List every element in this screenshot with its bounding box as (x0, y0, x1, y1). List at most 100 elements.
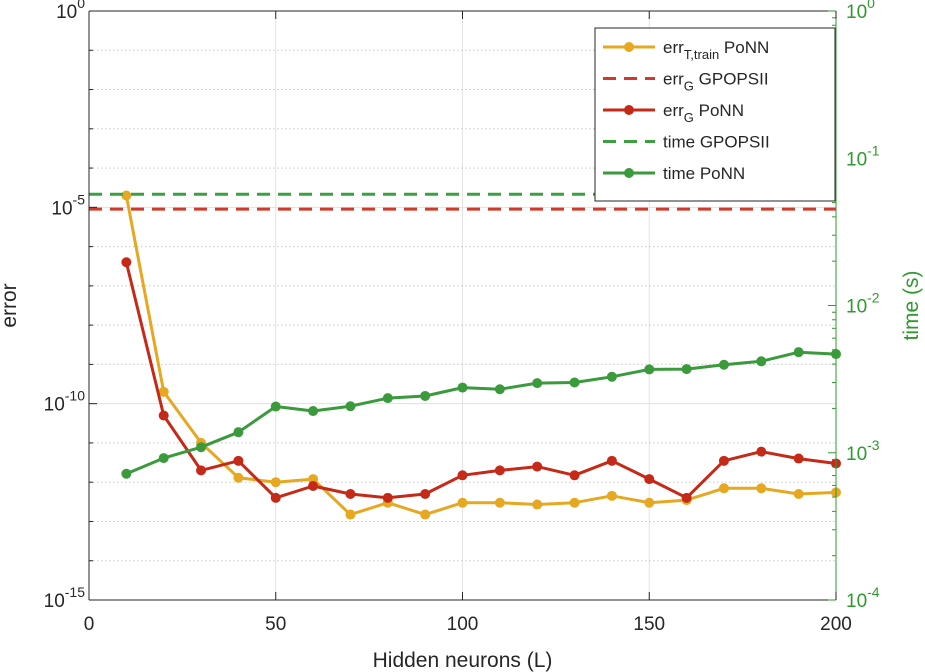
series-point-0 (569, 497, 580, 508)
series-point-2 (494, 465, 505, 476)
legend-label-main: err (663, 70, 684, 89)
legend-swatch-marker (624, 42, 634, 52)
series-point-4 (756, 356, 767, 367)
legend-label-rest: PoNN (719, 38, 769, 57)
right-tick-exponent: -3 (867, 437, 880, 453)
left-tick-exponent: 0 (77, 0, 85, 11)
series-point-2 (196, 465, 207, 476)
series-point-0 (718, 483, 729, 494)
series-point-4 (308, 406, 319, 417)
legend-label-main: time GPOPSII (663, 133, 770, 152)
legend-swatch-marker (624, 168, 634, 178)
series-point-4 (270, 401, 281, 412)
series-line-4 (125, 350, 837, 476)
series-point-4 (718, 359, 729, 370)
series-point-2 (718, 455, 729, 466)
left-axis-label: error (0, 283, 21, 327)
series-point-2 (756, 446, 767, 457)
series-line-0 (124, 195, 837, 517)
series-point-2 (532, 461, 543, 472)
series-point-4 (121, 468, 132, 479)
right-tick-exponent: -4 (867, 584, 880, 600)
series-point-4 (793, 347, 804, 358)
series-line-2 (124, 261, 837, 500)
series-point-2 (233, 455, 244, 466)
series-point-2 (644, 474, 655, 485)
left-tick-exponent: -10 (65, 388, 85, 404)
series-point-0 (158, 386, 169, 397)
legend-label: time PoNN (663, 164, 745, 183)
right-axis-label: time (s) (900, 271, 923, 341)
series-point-0 (606, 490, 617, 501)
legend-swatch-marker (624, 105, 634, 115)
legend-label-subscript: G (684, 79, 694, 94)
series-point-2 (606, 455, 617, 466)
series-point-2 (569, 470, 580, 481)
right-tick-label: 10-2 (846, 290, 880, 318)
left-tick-label: 10-5 (51, 191, 85, 219)
legend-label-subscript: T,train (684, 47, 719, 62)
series-point-4 (457, 382, 468, 393)
series-point-2 (382, 492, 393, 503)
legend-label-subscript: G (684, 110, 694, 125)
right-tick-label: 10-1 (846, 142, 880, 170)
left-tick-label: 100 (56, 0, 85, 23)
legend-label-main: err (663, 101, 684, 120)
series-point-4 (420, 390, 431, 401)
series-point-4 (158, 453, 169, 464)
series-group (89, 190, 841, 520)
series-point-4 (382, 393, 393, 404)
series-point-2 (681, 492, 692, 503)
series-point-0 (494, 497, 505, 508)
series-point-4 (196, 442, 207, 453)
series-point-0 (532, 499, 543, 510)
left-tick-label: 10-15 (44, 584, 86, 612)
series-point-4 (644, 364, 655, 375)
series-point-0 (233, 472, 244, 483)
series-point-0 (793, 489, 804, 500)
legend-label-rest: PoNN (694, 101, 744, 120)
series-point-2 (457, 470, 468, 481)
series-point-4 (233, 427, 244, 438)
series-point-0 (308, 474, 319, 485)
right-tick-exponent: -2 (867, 290, 880, 306)
series-point-2 (270, 492, 281, 503)
x-tick-label: 100 (447, 614, 479, 635)
x-tick-label: 0 (84, 614, 95, 635)
right-tick-label: 100 (846, 0, 875, 23)
legend-label: errG PoNN (663, 101, 744, 125)
series-point-2 (308, 481, 319, 492)
legend-label-rest: GPOPSII (694, 70, 769, 89)
right-tick-exponent: 0 (867, 0, 875, 11)
series-point-4 (532, 378, 543, 389)
series-point-0 (756, 483, 767, 494)
left-tick-exponent: -15 (65, 584, 85, 600)
left-tick-label: 10-10 (44, 388, 86, 416)
x-tick-label: 200 (820, 614, 852, 635)
series-point-4 (494, 384, 505, 395)
series-point-0 (270, 477, 281, 488)
legend-label: errT,train PoNN (663, 38, 769, 62)
series-point-4 (345, 401, 356, 412)
legend-label-main: err (663, 38, 684, 57)
series-point-0 (644, 497, 655, 508)
series-point-0 (457, 497, 468, 508)
series-point-2 (158, 410, 169, 421)
legend-label-main: time PoNN (663, 164, 745, 183)
series-point-4 (569, 377, 580, 388)
right-tick-label: 10-4 (846, 584, 880, 612)
series-point-0 (420, 509, 431, 520)
x-axis-label: Hidden neurons (L) (373, 649, 553, 672)
right-tick-exponent: -1 (867, 142, 880, 158)
x-tick-label: 50 (265, 614, 286, 635)
series-point-0 (121, 190, 132, 201)
series-point-0 (345, 509, 356, 520)
series-point-4 (606, 371, 617, 382)
series-point-4 (681, 364, 692, 375)
series-point-2 (121, 257, 132, 268)
series-point-2 (793, 453, 804, 464)
legend-label: time GPOPSII (663, 133, 770, 152)
series-point-2 (345, 489, 356, 500)
